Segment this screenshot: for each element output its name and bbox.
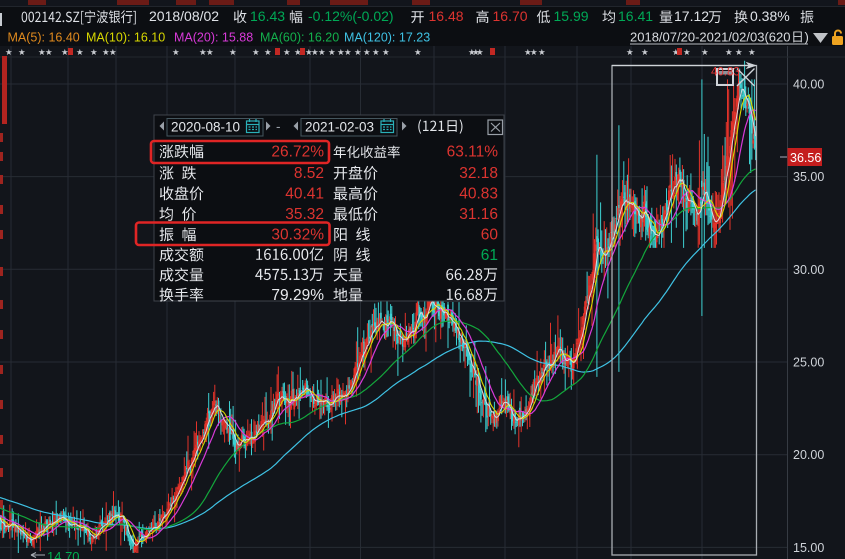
- svg-text:★: ★: [172, 47, 180, 57]
- svg-text:16.70: 16.70: [493, 8, 528, 24]
- svg-text:★: ★: [672, 47, 680, 57]
- svg-text:-: -: [276, 119, 281, 134]
- svg-text:MA(5): 16.40: MA(5): 16.40: [8, 31, 80, 45]
- svg-text:30.32%: 30.32%: [271, 227, 324, 244]
- svg-text:40.83: 40.83: [459, 186, 498, 203]
- svg-text:): ): [805, 30, 809, 45]
- svg-text:36.56: 36.56: [790, 151, 821, 165]
- svg-text:★: ★: [524, 47, 532, 57]
- svg-text:16.48: 16.48: [429, 8, 464, 24]
- svg-text:★: ★: [372, 47, 380, 57]
- svg-text:79.29%: 79.29%: [271, 287, 324, 304]
- svg-text:32.18: 32.18: [459, 165, 498, 182]
- svg-text:2018/08/02: 2018/08/02: [149, 8, 219, 24]
- svg-text:40.83: 40.83: [711, 67, 740, 79]
- svg-text:14.70: 14.70: [47, 549, 80, 559]
- svg-text:★: ★: [294, 47, 302, 57]
- svg-text:30.00: 30.00: [793, 263, 824, 277]
- svg-text:35.32: 35.32: [285, 206, 324, 223]
- svg-text:16.41: 16.41: [618, 8, 653, 24]
- svg-text:15.00: 15.00: [793, 541, 824, 555]
- svg-text:MA(120): 17.23: MA(120): 17.23: [344, 31, 430, 45]
- svg-text:★: ★: [337, 47, 345, 57]
- svg-text:★: ★: [102, 47, 110, 57]
- svg-text:26.72%: 26.72%: [271, 144, 324, 161]
- svg-text:25.00: 25.00: [793, 356, 824, 370]
- svg-text:MA(60): 16.20: MA(60): 16.20: [260, 31, 339, 45]
- svg-text:★: ★: [538, 47, 546, 57]
- svg-text:★: ★: [76, 47, 84, 57]
- svg-text:★: ★: [264, 47, 272, 57]
- svg-text:★: ★: [344, 47, 352, 57]
- svg-text:★: ★: [61, 47, 69, 57]
- svg-text:40.41: 40.41: [285, 186, 324, 203]
- svg-text:2018/07/20-2021/02/03(620: 2018/07/20-2021/02/03(620: [630, 30, 790, 45]
- svg-text:★: ★: [641, 47, 649, 57]
- svg-text:63.11%: 63.11%: [447, 144, 499, 161]
- svg-text:★: ★: [45, 47, 53, 57]
- svg-text:60: 60: [481, 227, 499, 244]
- svg-text:★: ★: [382, 47, 390, 57]
- svg-text:8.52: 8.52: [294, 165, 324, 182]
- svg-text:61: 61: [481, 247, 498, 264]
- svg-text:17.12: 17.12: [674, 8, 709, 24]
- svg-text:2021-02-03: 2021-02-03: [305, 120, 374, 135]
- svg-text:★: ★: [701, 47, 709, 57]
- svg-text:★: ★: [476, 47, 484, 57]
- svg-text:★: ★: [206, 47, 214, 57]
- svg-text:★: ★: [311, 47, 319, 57]
- svg-text:31.16: 31.16: [459, 206, 498, 223]
- svg-text:★: ★: [5, 47, 13, 57]
- svg-text:MA(10): 16.10: MA(10): 16.10: [86, 31, 165, 45]
- svg-text:★: ★: [318, 47, 326, 57]
- svg-text:★: ★: [468, 47, 476, 57]
- svg-text:★: ★: [472, 47, 480, 57]
- svg-text:★: ★: [626, 47, 634, 57]
- svg-text:★: ★: [414, 47, 422, 57]
- svg-text:0.38%: 0.38%: [750, 8, 790, 24]
- svg-text:★: ★: [735, 47, 743, 57]
- svg-text:★: ★: [18, 47, 26, 57]
- svg-text:★: ★: [363, 47, 371, 57]
- svg-text:★: ★: [328, 47, 336, 57]
- svg-text:MA(20): 15.88: MA(20): 15.88: [174, 31, 253, 45]
- svg-text:★: ★: [252, 47, 260, 57]
- svg-text:15.99: 15.99: [554, 8, 589, 24]
- svg-text:★: ★: [530, 47, 538, 57]
- svg-text:★: ★: [354, 47, 362, 57]
- svg-text:★: ★: [748, 47, 756, 57]
- svg-text:16.43: 16.43: [250, 8, 285, 24]
- svg-text:★: ★: [725, 47, 733, 57]
- svg-text:★: ★: [38, 47, 46, 57]
- svg-text:35.00: 35.00: [793, 170, 824, 184]
- svg-text:★: ★: [283, 47, 291, 57]
- svg-text:2020-08-10: 2020-08-10: [171, 120, 240, 135]
- svg-text:★: ★: [229, 47, 237, 57]
- svg-text:★: ★: [305, 47, 313, 57]
- svg-text:★: ★: [109, 47, 117, 57]
- svg-text:20.00: 20.00: [793, 448, 824, 462]
- svg-text:★: ★: [199, 47, 207, 57]
- svg-text:★: ★: [683, 47, 691, 57]
- svg-text:★: ★: [90, 47, 98, 57]
- svg-text:-0.12%(-0.02): -0.12%(-0.02): [308, 8, 394, 24]
- svg-text:40.00: 40.00: [793, 78, 824, 92]
